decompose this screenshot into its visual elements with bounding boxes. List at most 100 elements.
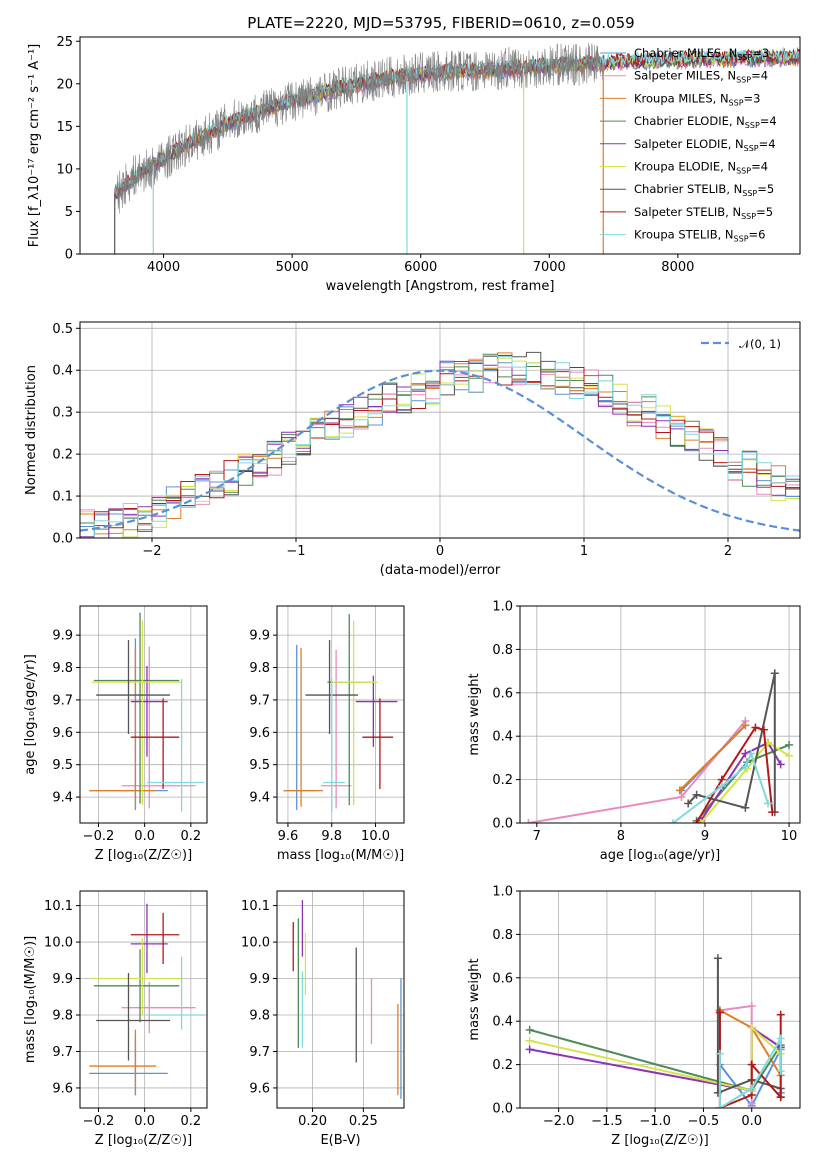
axes-frame bbox=[79, 890, 208, 1109]
weight-marker bbox=[747, 1060, 756, 1069]
weight-marker bbox=[770, 669, 779, 678]
error-bar-kroupa-elodie bbox=[91, 620, 182, 806]
error-bar-kroupa-miles bbox=[89, 648, 157, 807]
weight-marker bbox=[713, 954, 722, 963]
y-tick-label: 9.6 bbox=[52, 1081, 73, 1096]
y-tick-label: 9.7 bbox=[249, 1045, 270, 1060]
plot-area bbox=[277, 891, 404, 1108]
plot-body bbox=[89, 612, 205, 812]
figure-title: PLATE=2220, MJD=53795, FIBERID=0610, z=0… bbox=[247, 14, 634, 32]
y-tick-label: 10.0 bbox=[44, 936, 73, 951]
x-tick-label: 0.0 bbox=[134, 829, 155, 844]
x-tick-label: 0.0 bbox=[741, 1114, 762, 1129]
weight-marker bbox=[715, 1049, 724, 1058]
y-tick-label: 9.8 bbox=[249, 661, 270, 676]
y-tick-label: 9.7 bbox=[52, 693, 73, 708]
y-tick-label: 9.4 bbox=[249, 791, 270, 806]
y-tick-label: 9.5 bbox=[52, 758, 73, 773]
x-tick-label: 9.8 bbox=[321, 829, 342, 844]
x-axis-label: age [log₁₀(age/yr)] bbox=[600, 848, 721, 863]
x-tick-label: −0.5 bbox=[688, 1114, 720, 1129]
x-tick-label: −1.5 bbox=[591, 1114, 623, 1129]
weight-marker bbox=[669, 819, 678, 823]
y-tick-label: 9.9 bbox=[249, 972, 270, 987]
x-axis-label: Z [log₁₀(Z/Z☉)] bbox=[95, 1133, 192, 1148]
weight-line-kroupa-elodie bbox=[529, 1025, 782, 1092]
y-tick-label: 9.6 bbox=[249, 1081, 270, 1096]
y-axis-label: mass weight bbox=[467, 673, 482, 755]
plot-body bbox=[114, 42, 800, 254]
weight-marker bbox=[525, 1045, 534, 1054]
legend-label: Kroupa STELIB, NSSP=6 bbox=[634, 228, 765, 244]
y-tick-label: 0.8 bbox=[492, 643, 513, 658]
weight-marker bbox=[785, 740, 794, 749]
histogram-kroupa-stelib bbox=[80, 354, 800, 538]
x-tick-label: −2.0 bbox=[543, 1114, 575, 1129]
x-axis-label: Z [log₁₀(Z/Z☉)] bbox=[611, 1133, 708, 1148]
y-tick-label: 10.0 bbox=[241, 936, 270, 951]
legend-label: Chabrier STELIB, NSSP=5 bbox=[634, 182, 774, 198]
x-tick-label: 10.0 bbox=[361, 829, 390, 844]
axes-frame bbox=[79, 321, 801, 539]
weight-marker bbox=[776, 1093, 785, 1102]
axes-spectrum: 4000 5000 6000 7000 8000 0 5 10 15 20 25 wavelength… bbox=[27, 35, 801, 294]
weight-marker bbox=[759, 725, 768, 734]
x-tick-label: 9 bbox=[701, 829, 709, 844]
axes-frame bbox=[79, 605, 208, 824]
x-tick-label: 6000 bbox=[404, 260, 437, 275]
error-bar-chabrier-stelib bbox=[96, 973, 171, 1061]
legend-label: Salpeter STELIB, NSSP=5 bbox=[634, 205, 773, 221]
weight-marker bbox=[776, 760, 785, 769]
error-bar-salpeter-elodie bbox=[130, 665, 168, 757]
weight-marker bbox=[768, 808, 777, 817]
axes-frame bbox=[79, 36, 801, 255]
error-bar-salpeter-miles bbox=[121, 646, 196, 809]
x-tick-label: −1.0 bbox=[639, 1114, 671, 1129]
weight-marker bbox=[747, 1002, 756, 1011]
histogram-salpeter-stelib bbox=[80, 367, 800, 538]
y-tick-label: 0.1 bbox=[52, 490, 73, 505]
error-bar-kroupa-stelib bbox=[146, 678, 205, 812]
axes-residuals: −2 −1 0 1 2 0.0 0.1 0.2 0.3 0.4 0.5 (data-model)/er… bbox=[24, 321, 801, 578]
y-tick-label: 9.9 bbox=[52, 972, 73, 987]
y-tick-label: 9.6 bbox=[249, 726, 270, 741]
y-tick-label: 5 bbox=[65, 205, 73, 220]
residual-legend: 𝒩(0, 1) bbox=[701, 337, 781, 351]
normal-curve bbox=[80, 369, 800, 532]
weight-marker bbox=[741, 803, 750, 812]
error-bar-kroupa-stelib bbox=[322, 678, 345, 812]
error-bar-salpeter-elodie bbox=[355, 675, 398, 747]
axes-frame bbox=[519, 605, 801, 824]
x-tick-label: 7 bbox=[533, 829, 541, 844]
axes-mass_vs_ebv: 0.20 0.25 9.6 9.7 9.8 9.9 10.0 10.1 E(B-V) bbox=[241, 890, 405, 1148]
plot-body bbox=[89, 903, 205, 1096]
x-tick-label: 7000 bbox=[533, 260, 566, 275]
x-tick-label: 0.25 bbox=[349, 1114, 378, 1129]
y-tick-label: 20 bbox=[56, 77, 73, 92]
weight-marker bbox=[525, 1036, 534, 1045]
y-tick-label: 0.6 bbox=[492, 971, 513, 986]
y-tick-label: 0.2 bbox=[52, 448, 73, 463]
plot-body bbox=[80, 351, 800, 538]
axes-frame bbox=[276, 605, 405, 824]
axes-frame bbox=[276, 890, 405, 1109]
y-tick-label: 0.8 bbox=[492, 928, 513, 943]
y-tick-label: 9.9 bbox=[52, 629, 73, 644]
axes-frame bbox=[519, 890, 801, 1109]
weight-marker bbox=[741, 721, 750, 730]
axes-mass_vs_Z: −0.2 0.0 0.2 9.6 9.7 9.8 9.9 10.0 10.1 Z [log₁₀(Z… bbox=[23, 890, 208, 1148]
weight-marker bbox=[741, 762, 750, 771]
error-bar-kroupa-miles bbox=[283, 648, 323, 807]
weight-marker bbox=[675, 786, 684, 795]
x-tick-label: −1 bbox=[286, 544, 305, 559]
x-tick-label: 0 bbox=[436, 544, 444, 559]
plot-body bbox=[525, 954, 785, 1108]
x-tick-label: 2 bbox=[724, 544, 732, 559]
plot-area bbox=[520, 891, 800, 1108]
y-axis-label: Flux [f_λ10⁻¹⁷ erg cm⁻² s⁻¹ A⁻¹] bbox=[27, 44, 42, 248]
x-tick-label: 0.0 bbox=[134, 1114, 155, 1129]
y-tick-label: 1.0 bbox=[492, 885, 513, 900]
axes-mass_weight_vs_Z: −2.0 −1.5 −1.0 −0.5 0.0 0.0 0.2 0.4 0.6 0.8 1.0 Z [… bbox=[467, 885, 801, 1148]
weight-marker bbox=[696, 819, 705, 823]
y-tick-label: 0.0 bbox=[492, 817, 513, 832]
